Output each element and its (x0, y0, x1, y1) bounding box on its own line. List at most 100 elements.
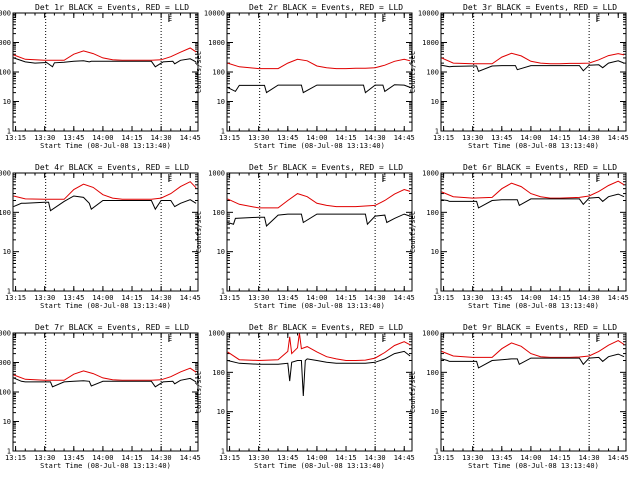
y-tick-label: 1000 (0, 359, 11, 367)
x-axis-label: Start Time (08-Jul-08 13:13:40) (254, 462, 385, 470)
x-tick-label: 13:45 (277, 134, 298, 142)
x-tick-label: 14:00 (92, 454, 113, 462)
x-tick-label: 14:30 (151, 454, 172, 462)
panel-title: Det 5r BLACK = Events, RED = LLD (249, 163, 403, 172)
x-tick-label: 14:45 (180, 134, 201, 142)
flag-label: E (168, 15, 172, 23)
y-tick-label: 100 (212, 69, 225, 77)
flag-label: E (382, 175, 386, 183)
series-events-line (13, 57, 197, 68)
series-events-line (441, 60, 625, 73)
y-axis-label: Counts/sec (195, 371, 203, 413)
x-tick-label: 13:15 (219, 454, 240, 462)
y-tick-label: 1 (435, 448, 439, 456)
y-tick-label: 1 (7, 448, 11, 456)
x-tick-label: 13:30 (462, 454, 483, 462)
x-tick-label: 14:30 (151, 134, 172, 142)
x-tick-label: 14:00 (520, 454, 541, 462)
x-tick-label: 13:45 (277, 454, 298, 462)
x-tick-label: 14:00 (92, 294, 113, 302)
x-tick-label: 13:30 (248, 294, 269, 302)
x-axis-label: Start Time (08-Jul-08 13:13:40) (254, 142, 385, 150)
y-tick-label: 1000 (422, 39, 439, 47)
panel-3: Det 3r BLACK = Events, RED = LLD E 1 10 100 1… (409, 3, 629, 150)
x-tick-label: 13:15 (5, 294, 26, 302)
series-events-line (227, 350, 411, 397)
series-events-line (13, 195, 197, 212)
x-tick-label: 14:45 (608, 134, 629, 142)
panel-2: Det 2r BLACK = Events, RED = LLD E 1 10 100 1… (195, 3, 415, 150)
flag-label: E (596, 15, 600, 23)
series-events-line (441, 193, 625, 209)
plot-frame (12, 12, 199, 132)
x-tick-label: 13:30 (462, 134, 483, 142)
panel-9: Det 9r BLACK = Events, RED = LLD E 1 10 100 1… (409, 323, 629, 470)
x-tick-label: 13:15 (433, 134, 454, 142)
panel-title: Det 2r BLACK = Events, RED = LLD (249, 3, 403, 12)
x-axis-label: Start Time (08-Jul-08 13:13:40) (468, 462, 599, 470)
plot-frame (12, 172, 199, 292)
x-tick-label: 14:45 (608, 454, 629, 462)
plot-frame (12, 332, 199, 452)
y-tick-label: 1000 (0, 39, 11, 47)
y-axis-label: Counts/sec (409, 51, 417, 93)
panel-title: Det 9r BLACK = Events, RED = LLD (463, 323, 617, 332)
x-axis-label: Start Time (08-Jul-08 13:13:40) (40, 142, 171, 150)
x-tick-label: 13:30 (34, 454, 55, 462)
x-tick-label: 14:15 (549, 454, 570, 462)
y-tick-label: 1000 (422, 330, 439, 338)
y-tick-label: 100 (212, 209, 225, 217)
x-tick-label: 14:30 (365, 454, 386, 462)
panel-7: Det 7r BLACK = Events, RED = LLD E 1 10 100 1… (0, 323, 201, 470)
y-tick-label: 10000 (418, 10, 439, 18)
x-axis-label: Start Time (08-Jul-08 13:13:40) (40, 462, 171, 470)
y-tick-label: 100 (0, 69, 11, 77)
series-lld-line (13, 47, 197, 61)
panel-5: Det 5r BLACK = Events, RED = LLD E 1 10 100 1… (195, 163, 415, 310)
x-tick-label: 14:15 (335, 134, 356, 142)
series-lld-line (227, 332, 411, 362)
y-tick-label: 1 (221, 128, 225, 136)
y-tick-label: 1 (7, 288, 11, 296)
y-tick-label: 10 (217, 248, 225, 256)
plot-frame (226, 12, 413, 132)
y-tick-label: 1 (435, 128, 439, 136)
series-lld-line (441, 180, 625, 199)
y-tick-label: 10 (431, 408, 439, 416)
x-axis-label: Start Time (08-Jul-08 13:13:40) (254, 302, 385, 310)
plot-frame (226, 332, 413, 452)
y-tick-label: 1000 (208, 39, 225, 47)
x-tick-label: 14:00 (92, 134, 113, 142)
x-tick-label: 14:00 (306, 454, 327, 462)
y-tick-label: 1 (221, 448, 225, 456)
y-axis-label: Counts/sec (195, 51, 203, 93)
x-tick-label: 13:45 (63, 294, 84, 302)
flag-label: E (382, 15, 386, 23)
x-tick-label: 14:30 (365, 294, 386, 302)
flag-label: E (596, 175, 600, 183)
x-tick-label: 13:45 (491, 454, 512, 462)
y-tick-label: 10 (431, 248, 439, 256)
x-tick-label: 13:30 (34, 294, 55, 302)
y-tick-label: 1000 (208, 170, 225, 178)
panel-title: Det 6r BLACK = Events, RED = LLD (463, 163, 617, 172)
series-lld-line (441, 340, 625, 358)
y-tick-label: 10 (3, 418, 11, 426)
y-tick-label: 1 (7, 128, 11, 136)
panel-6: Det 6r BLACK = Events, RED = LLD E 1 10 100 1… (409, 163, 629, 310)
x-tick-label: 13:45 (491, 134, 512, 142)
panel-title: Det 4r BLACK = Events, RED = LLD (35, 163, 189, 172)
y-tick-label: 1000 (208, 330, 225, 338)
x-tick-label: 14:45 (394, 454, 415, 462)
x-tick-label: 13:15 (433, 294, 454, 302)
y-tick-label: 10 (431, 98, 439, 106)
y-tick-label: 100 (426, 69, 439, 77)
series-lld-line (227, 58, 411, 70)
series-lld-line (441, 52, 625, 65)
x-tick-label: 14:30 (151, 294, 172, 302)
x-tick-label: 14:30 (579, 134, 600, 142)
y-tick-label: 100 (212, 369, 225, 377)
x-tick-label: 13:30 (248, 134, 269, 142)
